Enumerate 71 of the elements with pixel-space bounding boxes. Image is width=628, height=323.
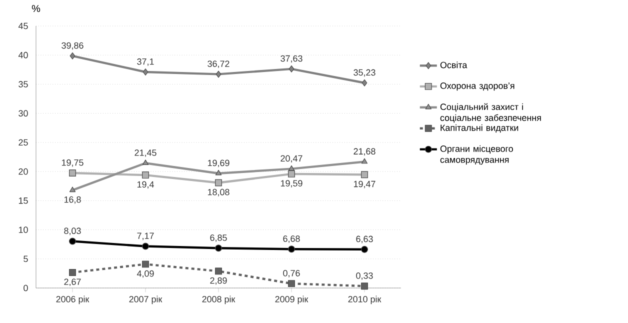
legend-label: Соціальний захист і соціальне забезпечення	[440, 103, 541, 123]
data-label: 0,33	[356, 272, 373, 280]
point	[69, 170, 76, 176]
data-label: 16,8	[64, 196, 81, 204]
point	[216, 70, 222, 78]
data-label: 36,72	[208, 60, 230, 68]
point	[142, 260, 149, 268]
y-tick-label: 35	[18, 81, 28, 88]
point	[70, 52, 76, 60]
y-tick-label: 0	[24, 284, 28, 292]
data-label: 6,85	[210, 234, 227, 242]
x-tick-label: 2006 рік	[56, 296, 90, 304]
point	[288, 170, 295, 178]
data-label: 19,75	[62, 159, 84, 167]
point	[288, 246, 295, 253]
data-label: 18,08	[208, 188, 230, 196]
y-axis-title: %	[32, 5, 40, 12]
y-tick-label: 40	[18, 52, 28, 58]
y-tick-label: 5	[24, 256, 28, 262]
data-label: 0,76	[283, 270, 300, 278]
legend-label: Капітальні видатки	[440, 124, 518, 133]
point	[361, 171, 368, 178]
point	[142, 242, 149, 250]
data-label: 21,45	[134, 150, 156, 157]
legend-label: Органи місцевого самоврядування	[440, 145, 513, 165]
legend-label: Освіта	[440, 62, 468, 68]
x-tick-label: 2008 рік	[202, 296, 236, 304]
data-label: 21,68	[354, 148, 376, 156]
point	[142, 68, 148, 76]
data-label: 2,67	[64, 278, 81, 286]
x-tick-label: 2010 рік	[348, 296, 382, 304]
point	[362, 79, 368, 86]
y-tick-label: 15	[18, 198, 28, 204]
point	[215, 170, 222, 176]
y-tick-label: 20	[18, 168, 28, 175]
data-label: 20,47	[280, 155, 302, 163]
y-tick-label: 10	[18, 226, 28, 233]
data-label: 6,63	[356, 236, 373, 244]
point	[142, 160, 149, 166]
data-label: 4,09	[136, 270, 154, 278]
data-label: 2,89	[210, 277, 227, 285]
data-label: 37,63	[280, 55, 302, 63]
data-label: 35,23	[354, 69, 376, 77]
y-tick-label: 25	[18, 139, 28, 146]
point	[288, 65, 294, 72]
x-tick-label: 2007 рік	[129, 296, 162, 304]
point	[288, 280, 295, 288]
point	[215, 179, 222, 186]
point	[215, 244, 222, 252]
data-label: 19,59	[280, 180, 302, 188]
point	[69, 186, 76, 192]
data-label: 8,03	[64, 228, 81, 236]
data-label: 39,86	[62, 42, 84, 50]
legend-label: Охорона здоров’я	[440, 82, 514, 91]
point	[142, 172, 149, 179]
data-label: 7,17	[137, 232, 154, 240]
point	[288, 165, 295, 171]
data-label: 19,47	[354, 180, 376, 188]
point	[215, 268, 222, 275]
data-label: 19,69	[208, 160, 230, 168]
point	[69, 238, 76, 245]
point	[361, 158, 368, 164]
x-tick-label: 2009 рік	[275, 296, 308, 304]
point	[361, 246, 368, 253]
data-label: 19,4	[137, 181, 154, 189]
point	[69, 268, 76, 276]
point	[361, 282, 368, 290]
y-tick-label: 45	[18, 22, 28, 30]
data-label: 6,68	[283, 236, 300, 243]
y-tick-label: 30	[18, 110, 28, 117]
data-label: 37,1	[137, 58, 154, 66]
